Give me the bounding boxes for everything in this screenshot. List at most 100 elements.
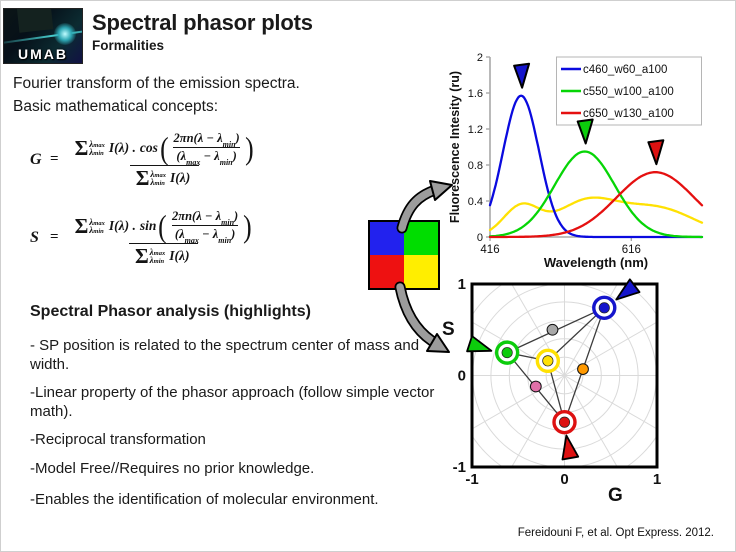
math-denominator: Σ λ max λ min I(λ) bbox=[129, 165, 200, 190]
bullet-item: -Model Free//Requires no prior knowledge… bbox=[30, 459, 315, 477]
spectra-curve-mixture bbox=[488, 196, 704, 232]
math-token: I(λ) . bbox=[108, 139, 136, 155]
math-token: λ max bbox=[89, 216, 105, 227]
color-quadrant-yellow bbox=[404, 255, 438, 288]
red-arrow-marker bbox=[561, 434, 580, 461]
page-subtitle: Formalities bbox=[92, 38, 165, 53]
svg-text:0: 0 bbox=[458, 368, 466, 385]
phasor-point-green-red-midpoint bbox=[529, 380, 542, 393]
peak-marker-c460_w60_a100 bbox=[513, 62, 531, 89]
math-token: λ max bbox=[150, 169, 166, 180]
math-token: = bbox=[50, 229, 59, 245]
svg-text:S: S bbox=[442, 319, 455, 340]
math-token: Σ bbox=[74, 135, 89, 160]
formula-S: S = Σ λ max λ min I(λ) . sin ( 2πn(λ − λ mi… bbox=[30, 207, 259, 268]
math-sum-limits: λ max λ min bbox=[89, 138, 105, 157]
highlights-heading: Spectral Phasor analysis (highlights) bbox=[30, 303, 311, 320]
math-inner-fraction: 2πn(λ − λ min) (λ max − λ min) bbox=[169, 209, 241, 245]
math-token: ) bbox=[244, 129, 254, 166]
spectra-curve-c550_w100_a100 bbox=[488, 150, 704, 239]
svg-text:416: 416 bbox=[480, 244, 499, 256]
color-quadrant-red bbox=[370, 255, 404, 288]
laser-glow-graphic bbox=[54, 23, 76, 45]
phasor-frame bbox=[470, 282, 659, 469]
svg-text:c650_w130_a100: c650_w130_a100 bbox=[583, 108, 674, 120]
bullet-item: -Linear property of the phasor approach … bbox=[30, 384, 435, 420]
color-quadrant-green bbox=[404, 222, 438, 255]
math-denominator: Σ λ max λ min I(λ) bbox=[128, 243, 199, 268]
intro-line-1: Fourier transform of the emission spectr… bbox=[13, 75, 300, 92]
svg-text:1.6: 1.6 bbox=[468, 88, 483, 100]
svg-text:Wavelength (nm): Wavelength (nm) bbox=[544, 255, 648, 270]
page-title: Spectral phasor plots bbox=[92, 10, 313, 35]
math-token: Σ bbox=[74, 213, 89, 238]
bullet-item: - SP position is related to the spectrum… bbox=[30, 337, 420, 373]
math-token: G bbox=[30, 150, 42, 168]
phasor-point-c460-phasor bbox=[592, 295, 617, 320]
bullet-item: -Enables the identification of molecular… bbox=[30, 491, 379, 508]
spectra-legend: c460_w60_a100 c550_w100_a100 c650_w130_a10… bbox=[556, 56, 702, 126]
math-token: λ min bbox=[149, 255, 165, 266]
math-token: λ max bbox=[89, 138, 105, 149]
intro-line-2: Basic mathematical concepts: bbox=[13, 97, 219, 115]
math-token: 2πn(λ − λ min) bbox=[172, 209, 239, 227]
svg-text:-1: -1 bbox=[453, 459, 466, 476]
math-token: λ min bbox=[150, 177, 165, 188]
math-sum-limits: λ max λ min bbox=[89, 216, 105, 235]
math-numerator: Σ λ max λ min I(λ) . cos ( 2πn(λ − λ min) (… bbox=[69, 129, 261, 167]
math-sum: Σ λ max λ min bbox=[135, 166, 166, 190]
title-block: Spectral phasor plots Formalities bbox=[92, 10, 313, 53]
logo-text: UMAB bbox=[18, 46, 68, 62]
math-token: = bbox=[50, 151, 59, 167]
svg-text:616: 616 bbox=[622, 244, 641, 256]
math-token: Σ bbox=[134, 244, 149, 268]
math-fraction: Σ λ max λ min I(λ) . cos ( 2πn(λ − λ min) (… bbox=[69, 129, 261, 190]
citation: Fereidouni F, et al. Opt Express. 2012. bbox=[517, 527, 714, 539]
peak-marker-c650_w130_a100 bbox=[647, 139, 665, 166]
math-token: ( bbox=[159, 129, 169, 166]
formula-G: G = Σ λ max λ min I(λ) . cos ( 2πn(λ − λ mi… bbox=[30, 129, 261, 190]
math-token: Σ bbox=[135, 166, 150, 190]
svg-text:0: 0 bbox=[477, 232, 483, 244]
peak-marker-c550_w100_a100 bbox=[576, 118, 594, 145]
math-inner-fraction: 2πn(λ − λ min) (λ max − λ min) bbox=[171, 131, 243, 167]
math-token: cos bbox=[139, 139, 158, 155]
spectra-curve-c650_w130_a100 bbox=[488, 171, 704, 239]
math-sum: Σ λ max λ min bbox=[134, 244, 166, 268]
svg-text:0: 0 bbox=[560, 471, 568, 488]
math-token: λ max bbox=[149, 247, 166, 258]
math-token: I(λ) bbox=[169, 170, 191, 185]
spectra-curve-c460_w60_a100 bbox=[488, 94, 704, 239]
svg-text:Fluorescence Intesity (ru): Fluorescence Intesity (ru) bbox=[448, 71, 462, 223]
svg-text:c460_w60_a100: c460_w60_a100 bbox=[583, 64, 667, 76]
math-token: sin bbox=[139, 217, 157, 233]
phasor-plot-chart: 1 0 -1-1 0 1 S G bbox=[442, 276, 661, 506]
math-token: I(λ) . bbox=[108, 217, 136, 233]
math-numerator: Σ λ max λ min I(λ) . sin ( 2πn(λ − λ min) (… bbox=[69, 207, 259, 245]
mixture-color-square bbox=[368, 220, 440, 290]
math-sum-limits: λ max λ min bbox=[150, 169, 166, 188]
math-sum-limits: λ max λ min bbox=[149, 247, 166, 266]
math-token: S bbox=[30, 228, 39, 246]
highlights-section: Spectral Phasor analysis (highlights) - … bbox=[30, 303, 442, 520]
math-token: I(λ) bbox=[169, 248, 190, 263]
green-arrow-marker bbox=[466, 335, 493, 353]
color-quadrant-blue bbox=[370, 222, 404, 255]
bullet-item: -Reciprocal transformation bbox=[30, 431, 206, 448]
math-sum: Σ λ max λ min bbox=[74, 135, 105, 160]
svg-text:c550_w100_a100: c550_w100_a100 bbox=[583, 86, 674, 98]
math-token: ( bbox=[158, 207, 167, 244]
phasor-point-blue-green-midpoint bbox=[546, 323, 559, 336]
svg-text:1: 1 bbox=[653, 471, 661, 488]
phasor-point-c650-phasor bbox=[552, 409, 577, 435]
phasor-point-blue-red-midpoint bbox=[577, 363, 589, 375]
microscope-silhouette bbox=[16, 9, 54, 33]
svg-text:0.4: 0.4 bbox=[468, 196, 483, 208]
math-token: ) bbox=[243, 207, 252, 244]
math-token: (λ max − λ min) bbox=[171, 225, 239, 245]
svg-text:0.8: 0.8 bbox=[468, 160, 483, 172]
svg-text:-1: -1 bbox=[465, 471, 478, 488]
math-token: λ min bbox=[89, 224, 104, 235]
